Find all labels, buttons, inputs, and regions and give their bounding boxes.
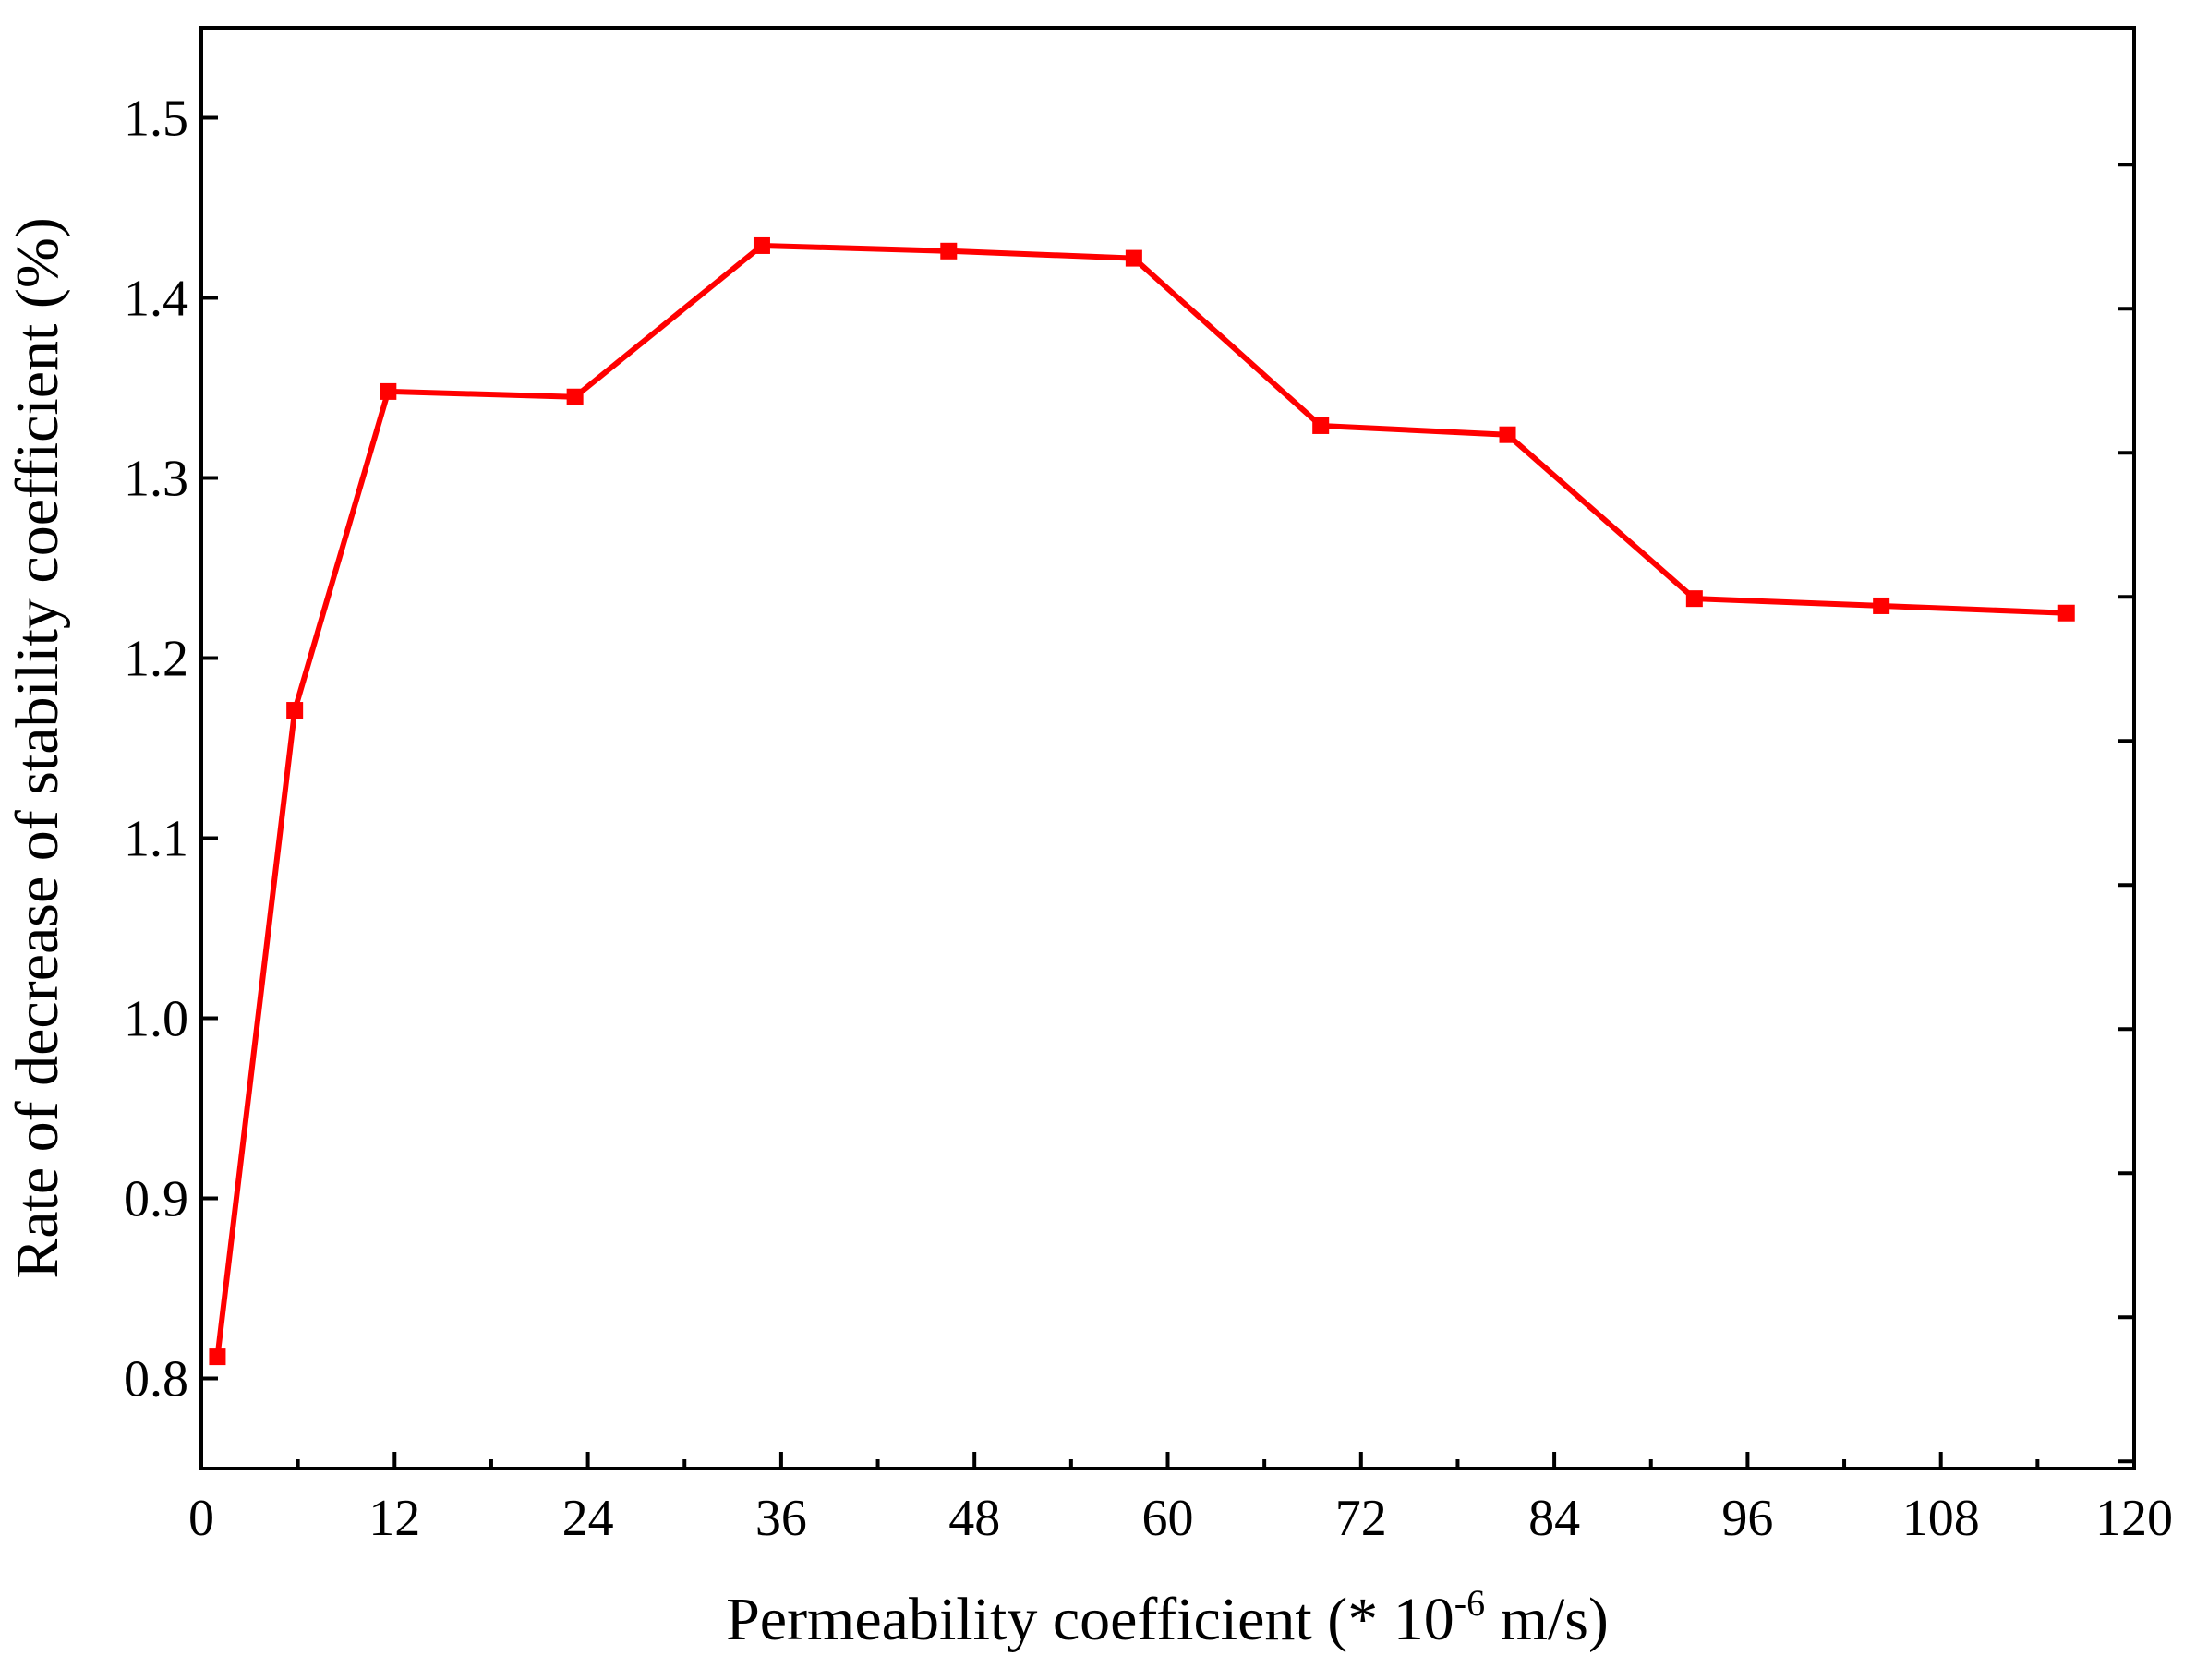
x-axis-ticks: 0 12 24 36 48 60 72 84 96 108 120 [188, 1452, 2173, 1547]
y-tick-label: 1.0 [124, 991, 188, 1048]
data-point [566, 388, 584, 405]
y-tick-label: 1.5 [124, 91, 188, 148]
data-point [209, 1348, 226, 1366]
y-tick-label: 0.9 [124, 1171, 188, 1228]
y-tick-label: 1.1 [124, 811, 188, 868]
data-point [1499, 426, 1516, 443]
y-tick-label: 1.3 [124, 451, 188, 508]
x-tick-label: 12 [368, 1490, 420, 1547]
data-point [2057, 604, 2075, 622]
y-tick-label: 1.2 [124, 631, 188, 688]
data-point [1125, 249, 1142, 267]
series-layer [209, 236, 2075, 1366]
x-tick-label: 0 [188, 1490, 214, 1547]
x-tick-label: 60 [1142, 1490, 1194, 1547]
y-axis-label: Rate of decrease of stability coefficien… [4, 217, 71, 1279]
x-tick-label: 84 [1528, 1490, 1580, 1547]
data-point [1685, 590, 1703, 608]
plot-frame [199, 26, 2136, 1470]
x-tick-label: 120 [2095, 1490, 2173, 1547]
series-line [214, 242, 2067, 1358]
data-point [753, 236, 770, 254]
data-point [1873, 597, 1890, 614]
x-tick-label: 48 [948, 1490, 1000, 1547]
x-axis-label-exponent: -6 [1454, 1582, 1485, 1624]
x-tick-label: 24 [562, 1490, 614, 1547]
data-point [940, 242, 958, 260]
x-tick-label: 96 [1721, 1490, 1773, 1547]
x-axis-label: Permeability coefficient (* 10-6 m/s) [726, 1582, 1609, 1653]
y-tick-label: 0.8 [124, 1351, 188, 1408]
y-axis-ticks: 0.8 0.9 1.0 1.1 1.2 1.3 1.4 1.5 [124, 91, 2134, 1464]
y-tick-label: 1.4 [124, 271, 188, 328]
x-tick-label: 72 [1335, 1490, 1387, 1547]
x-tick-label: 36 [755, 1490, 807, 1547]
data-point [286, 702, 304, 719]
data-point [380, 382, 397, 400]
x-tick-label: 108 [1902, 1490, 1980, 1547]
data-point [1312, 417, 1330, 434]
